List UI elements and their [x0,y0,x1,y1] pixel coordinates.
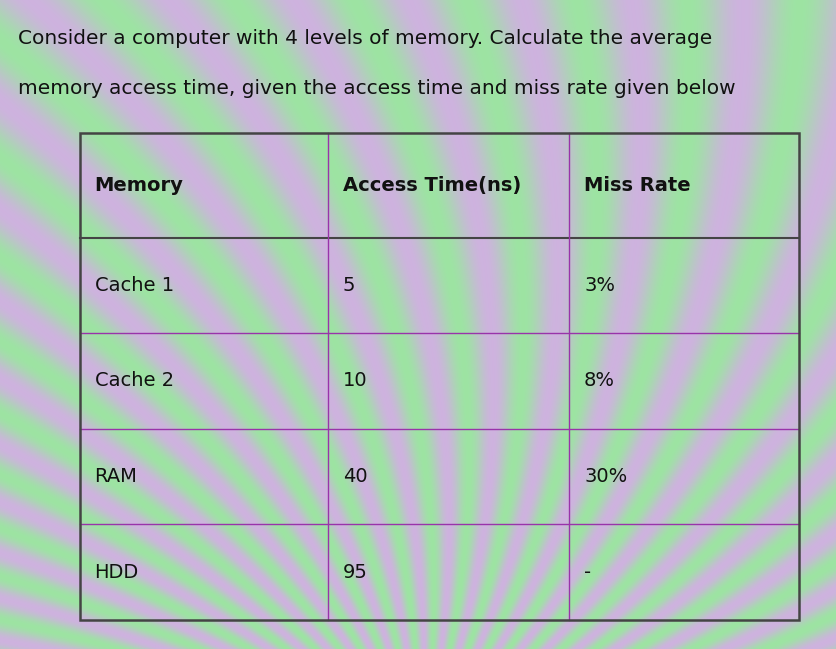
Text: 5: 5 [343,276,355,295]
Text: 40: 40 [343,467,367,486]
Text: Memory: Memory [94,176,183,195]
Text: -: - [584,563,590,582]
Text: Miss Rate: Miss Rate [584,176,690,195]
Text: RAM: RAM [94,467,137,486]
Text: 95: 95 [343,563,367,582]
Text: Cache 2: Cache 2 [94,371,174,391]
Text: Consider a computer with 4 levels of memory. Calculate the average: Consider a computer with 4 levels of mem… [18,29,711,48]
Text: memory access time, given the access time and miss rate given below: memory access time, given the access tim… [18,79,735,98]
Text: HDD: HDD [94,563,139,582]
Text: 30%: 30% [584,467,626,486]
Text: 10: 10 [343,371,367,391]
Text: 3%: 3% [584,276,614,295]
Text: Access Time(ns): Access Time(ns) [343,176,521,195]
Text: Cache 1: Cache 1 [94,276,174,295]
Text: 8%: 8% [584,371,614,391]
